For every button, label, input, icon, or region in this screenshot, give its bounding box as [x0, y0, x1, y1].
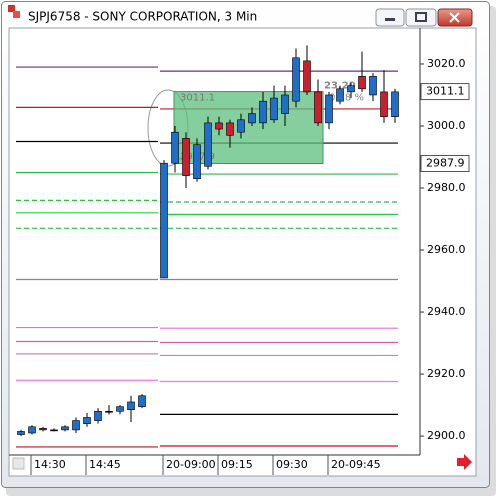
candle-body — [72, 420, 80, 431]
candle-body — [391, 91, 399, 117]
candle-body — [17, 431, 25, 435]
y-tick-label: 2940.0 — [427, 305, 466, 318]
measure-label: 3011.1 — [180, 93, 215, 104]
price-label: 2987.9 — [426, 157, 465, 170]
candle-body — [369, 76, 377, 96]
candle-body — [325, 94, 333, 124]
candle-body — [270, 97, 278, 121]
candle-body — [336, 88, 344, 102]
candle-body — [94, 410, 102, 421]
candle-body — [28, 426, 36, 434]
y-tick-label: 2980.0 — [427, 181, 466, 194]
candle-body — [281, 94, 289, 114]
minimize-icon — [385, 18, 395, 21]
x-tick-label: 20-09:00 — [166, 458, 216, 471]
candle-body — [358, 76, 366, 90]
y-tick-label: 2900.0 — [427, 429, 466, 442]
candle-body — [215, 122, 223, 130]
candle-body — [105, 410, 113, 413]
candle-body — [380, 91, 388, 117]
scroll-box[interactable] — [12, 457, 25, 470]
y-tick-label: 3000.0 — [427, 119, 466, 132]
candle-body — [347, 85, 355, 93]
y-tick-label: 2920.0 — [427, 367, 466, 380]
candle-body — [83, 417, 91, 424]
scroll-arrow[interactable] — [457, 454, 472, 470]
candle-body — [204, 122, 212, 167]
candle-body — [226, 122, 234, 136]
price-label-box — [420, 83, 470, 101]
price-label: 3011.1 — [426, 85, 465, 98]
maximize-icon — [415, 12, 427, 22]
app-icon — [8, 5, 15, 12]
y-tick-label: 3020.0 — [427, 57, 466, 70]
x-tick-label: 14:45 — [89, 458, 121, 471]
candle-body — [237, 119, 245, 133]
app-icon — [13, 11, 20, 18]
maximize-button[interactable] — [405, 8, 437, 27]
x-tick-label: 09:15 — [221, 458, 253, 471]
x-tick-label: 20-09:45 — [331, 458, 381, 471]
minimize-button[interactable] — [375, 8, 405, 27]
window-title: SJPJ6758 - SONY CORPORATION, 3 Min — [28, 10, 257, 24]
x-tick-label: 09:30 — [276, 458, 308, 471]
candle-body — [171, 131, 179, 164]
candle-body — [160, 162, 168, 279]
x-tick-label: 14:30 — [34, 458, 66, 471]
candle-body — [248, 113, 256, 124]
price-label-box — [420, 155, 470, 173]
candle-body — [193, 144, 201, 180]
candle-body — [259, 100, 267, 124]
candle-body — [182, 138, 190, 176]
candle-body — [127, 401, 135, 411]
candle-body — [138, 395, 146, 407]
close-icon — [449, 12, 460, 23]
y-tick-label: 2960.0 — [427, 243, 466, 256]
candle-body — [116, 406, 124, 412]
measure-label: 0.78 % — [329, 93, 364, 104]
candle-body — [292, 57, 300, 102]
candle-body — [314, 91, 322, 124]
candle-body — [61, 426, 69, 431]
candle-body — [39, 428, 47, 431]
candle-body — [50, 429, 58, 432]
candle-body — [303, 60, 311, 93]
